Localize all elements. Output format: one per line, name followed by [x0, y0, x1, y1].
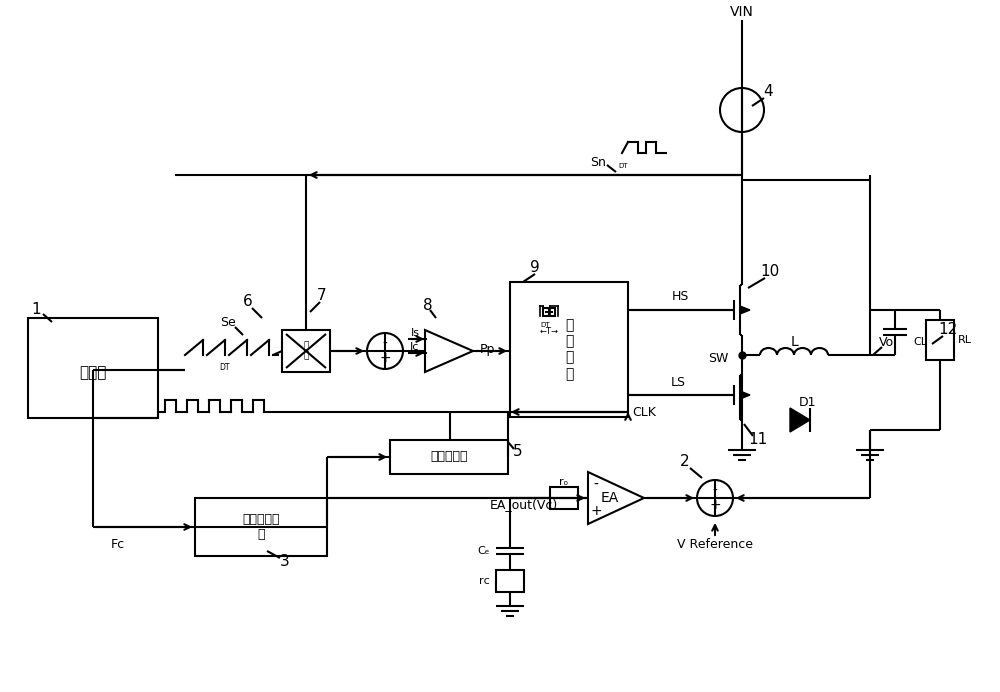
Text: 8: 8: [423, 298, 433, 313]
Text: 滤
波: 滤 波: [303, 341, 309, 361]
Text: HS: HS: [671, 291, 689, 304]
Text: Pp: Pp: [480, 343, 495, 356]
Text: 10: 10: [760, 264, 780, 280]
Text: 第一转换器: 第一转换器: [430, 450, 468, 464]
Text: DT: DT: [618, 163, 628, 169]
Text: VIN: VIN: [730, 5, 754, 19]
Bar: [28, 318, 158, 418]
Text: -: -: [594, 478, 598, 492]
Bar: [926, 320, 954, 360]
Bar: [390, 440, 508, 474]
Text: 6: 6: [243, 295, 253, 309]
Text: Vo: Vo: [878, 336, 894, 349]
Text: -: -: [383, 337, 387, 351]
Text: SW: SW: [708, 352, 728, 365]
Text: Is: Is: [411, 328, 420, 338]
Bar: [550, 487, 578, 509]
Text: -: -: [713, 484, 717, 498]
Text: CL: CL: [913, 337, 927, 347]
Text: DT: DT: [220, 363, 230, 372]
Text: RL: RL: [958, 335, 972, 345]
Text: Cₑ: Cₑ: [478, 546, 490, 556]
Text: 逻
辑
电
路: 逻 辑 电 路: [565, 318, 573, 381]
Text: 连续变频模
块: 连续变频模 块: [242, 513, 280, 541]
Text: 2: 2: [680, 455, 690, 469]
Text: D1: D1: [799, 397, 817, 410]
Polygon shape: [740, 306, 750, 314]
Text: CLK: CLK: [632, 406, 656, 419]
Text: Fc: Fc: [111, 538, 125, 552]
Polygon shape: [740, 391, 750, 399]
Text: +: +: [709, 498, 721, 512]
Polygon shape: [588, 472, 644, 524]
Bar: [195, 498, 327, 556]
Bar: [543, 308, 555, 316]
Text: Sn: Sn: [590, 156, 606, 168]
Text: V Reference: V Reference: [677, 538, 753, 552]
Text: rₒ: rₒ: [559, 477, 569, 487]
Text: LS: LS: [670, 376, 686, 388]
Text: ←T→: ←T→: [540, 327, 558, 336]
Text: DT: DT: [540, 322, 550, 328]
Bar: [496, 570, 524, 592]
Text: +: +: [379, 351, 391, 365]
Text: EA_out(Vc): EA_out(Vc): [490, 498, 558, 511]
Text: 9: 9: [530, 260, 540, 275]
Text: +: +: [590, 504, 602, 518]
Text: 3: 3: [280, 554, 290, 570]
Polygon shape: [790, 408, 810, 432]
Bar: [510, 282, 628, 417]
Text: 7: 7: [317, 289, 327, 304]
Text: 振荡器: 振荡器: [79, 365, 107, 381]
Text: Se: Se: [220, 316, 236, 329]
Text: 1: 1: [31, 302, 41, 318]
Text: Ic: Ic: [410, 342, 420, 352]
Bar: [282, 330, 330, 372]
Text: rᴄ: rᴄ: [479, 576, 490, 586]
Text: L: L: [790, 335, 798, 349]
Text: 11: 11: [748, 432, 768, 448]
Text: 4: 4: [763, 84, 773, 100]
Text: 12: 12: [938, 322, 958, 338]
Polygon shape: [425, 330, 473, 372]
Text: 5: 5: [513, 444, 523, 459]
Text: EA: EA: [601, 491, 619, 505]
